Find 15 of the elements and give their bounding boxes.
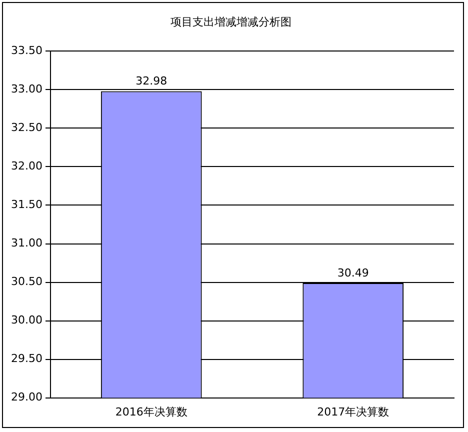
y-tick-label: 31.50: [10, 198, 42, 212]
y-tick-label: 29.50: [10, 352, 42, 366]
y-tick-label: 30.00: [10, 314, 42, 327]
chart-title: 项目支出增减增减分析图: [170, 15, 292, 28]
data-label: 32.98: [136, 74, 168, 88]
y-tick-label: 32.50: [10, 121, 42, 134]
x-tick-label: 2017年决算数: [317, 405, 390, 418]
x-tick-label: 2016年决算数: [115, 405, 188, 418]
y-tick-label: 33.00: [10, 82, 42, 96]
y-tick-label: 33.50: [10, 44, 42, 58]
y-tick-label: 32.00: [10, 160, 42, 173]
data-label: 30.49: [337, 266, 369, 280]
y-tick-label: 30.50: [10, 275, 42, 288]
y-tick-label: 31.00: [10, 236, 42, 250]
y-tick-label: 29.00: [10, 390, 42, 404]
